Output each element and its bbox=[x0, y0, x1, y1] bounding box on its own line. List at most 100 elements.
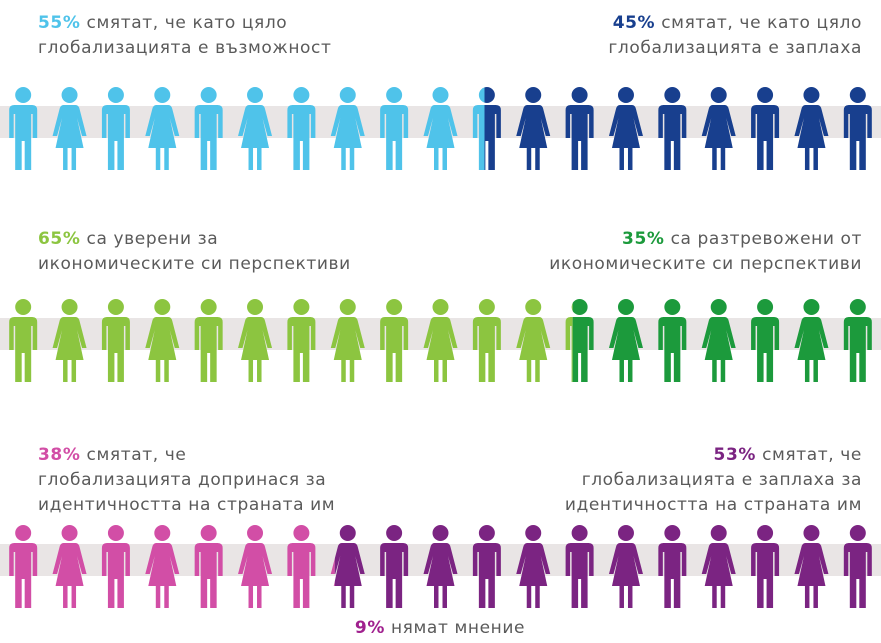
icon-group bbox=[9, 525, 335, 608]
man-icon bbox=[484, 87, 501, 170]
man-icon bbox=[472, 525, 501, 608]
caption-text: икономическите си перспективи bbox=[38, 254, 351, 274]
woman-icon bbox=[238, 87, 273, 170]
caption-line: глобализацията е възможност bbox=[38, 38, 331, 58]
man-icon bbox=[194, 299, 223, 382]
man-icon bbox=[380, 299, 409, 382]
man-icon bbox=[101, 87, 130, 170]
caption-line: глобализацията допринася за bbox=[38, 470, 326, 490]
woman-icon bbox=[423, 87, 458, 170]
woman-icon bbox=[794, 87, 829, 170]
woman-icon bbox=[701, 525, 736, 608]
woman-icon bbox=[701, 87, 736, 170]
man-icon bbox=[658, 299, 687, 382]
woman-icon bbox=[52, 299, 87, 382]
caption-text: смятат, че bbox=[87, 445, 187, 465]
caption-line: идентичността на страната им bbox=[565, 495, 862, 515]
icon-group bbox=[334, 525, 872, 608]
man-icon bbox=[287, 299, 316, 382]
icon-group bbox=[572, 299, 872, 382]
caption-text: смятат, че като цяло bbox=[87, 13, 288, 33]
caption-text: икономическите си перспективи bbox=[549, 254, 862, 274]
man-icon bbox=[9, 87, 38, 170]
man-icon bbox=[572, 299, 594, 382]
woman-icon bbox=[330, 558, 335, 586]
caption-line: 65% са уверени за bbox=[38, 229, 218, 249]
caption-line: 38% смятат, че bbox=[38, 445, 186, 465]
woman-icon bbox=[608, 525, 643, 608]
caption-text: нямат мнение bbox=[391, 618, 525, 638]
man-icon bbox=[843, 299, 872, 382]
percent: 38% bbox=[38, 445, 81, 465]
man-icon bbox=[472, 299, 501, 382]
man-icon bbox=[565, 87, 594, 170]
percent: 65% bbox=[38, 229, 81, 249]
caption-text: идентичността на страната им bbox=[565, 495, 862, 515]
woman-icon bbox=[238, 525, 273, 608]
caption-text: глобализацията е заплаха за bbox=[582, 470, 862, 490]
man-icon bbox=[101, 299, 130, 382]
caption-line: глобализацията е заплаха bbox=[608, 38, 862, 58]
percent: 9% bbox=[355, 618, 385, 638]
man-icon bbox=[9, 299, 38, 382]
percent: 35% bbox=[622, 229, 665, 249]
icon-group bbox=[9, 87, 485, 170]
man-icon bbox=[472, 87, 485, 170]
caption-line: идентичността на страната им bbox=[38, 495, 335, 515]
icon-group bbox=[9, 299, 573, 382]
caption-line: глобализацията е заплаха за bbox=[582, 470, 862, 490]
man-icon bbox=[9, 525, 38, 608]
man-icon bbox=[751, 299, 780, 382]
woman-icon bbox=[145, 525, 180, 608]
man-icon bbox=[565, 525, 594, 608]
percent: 53% bbox=[714, 445, 757, 465]
man-icon bbox=[658, 87, 687, 170]
woman-icon bbox=[608, 299, 643, 382]
man-icon bbox=[751, 87, 780, 170]
woman-icon bbox=[52, 87, 87, 170]
man-icon bbox=[843, 87, 872, 170]
woman-icon bbox=[423, 525, 458, 608]
man-icon bbox=[565, 303, 573, 382]
man-icon bbox=[194, 525, 223, 608]
woman-icon bbox=[608, 87, 643, 170]
caption-text: смятат, че bbox=[762, 445, 862, 465]
caption-text: глобализацията допринася за bbox=[38, 470, 326, 490]
man-icon bbox=[380, 87, 409, 170]
woman-icon bbox=[145, 299, 180, 382]
caption-line: 35% са разтревожени от bbox=[622, 229, 862, 249]
woman-icon bbox=[516, 87, 551, 170]
man-icon bbox=[843, 525, 872, 608]
woman-icon bbox=[516, 299, 551, 382]
woman-icon bbox=[794, 525, 829, 608]
woman-icon bbox=[238, 299, 273, 382]
caption-line: икономическите си перспективи bbox=[549, 254, 862, 274]
caption-text: са уверени за bbox=[87, 229, 219, 249]
caption-text: са разтревожени от bbox=[671, 229, 862, 249]
man-icon bbox=[101, 525, 130, 608]
man-icon bbox=[287, 525, 316, 608]
percent: 55% bbox=[38, 13, 81, 33]
woman-icon bbox=[516, 525, 551, 608]
caption-line: икономическите си перспективи bbox=[38, 254, 351, 274]
caption-text: глобализацията е заплаха bbox=[608, 38, 862, 58]
caption-line: 53% смятат, че bbox=[714, 445, 862, 465]
icon-group bbox=[484, 87, 872, 170]
woman-icon bbox=[330, 299, 365, 382]
caption-text: глобализацията е възможност bbox=[38, 38, 331, 58]
woman-icon bbox=[423, 299, 458, 382]
woman-icon bbox=[52, 525, 87, 608]
woman-icon bbox=[334, 525, 365, 608]
man-icon bbox=[194, 87, 223, 170]
percent: 45% bbox=[613, 13, 656, 33]
man-icon bbox=[287, 87, 316, 170]
caption-line: 55% смятат, че като цяло bbox=[38, 13, 287, 33]
footer: 9% нямат мнение bbox=[355, 618, 525, 638]
caption-line: 45% смятат, че като цяло bbox=[613, 13, 862, 33]
woman-icon bbox=[701, 299, 736, 382]
man-icon bbox=[380, 525, 409, 608]
caption-text: идентичността на страната им bbox=[38, 495, 335, 515]
woman-icon bbox=[145, 87, 180, 170]
caption-text: смятат, че като цяло bbox=[661, 13, 862, 33]
